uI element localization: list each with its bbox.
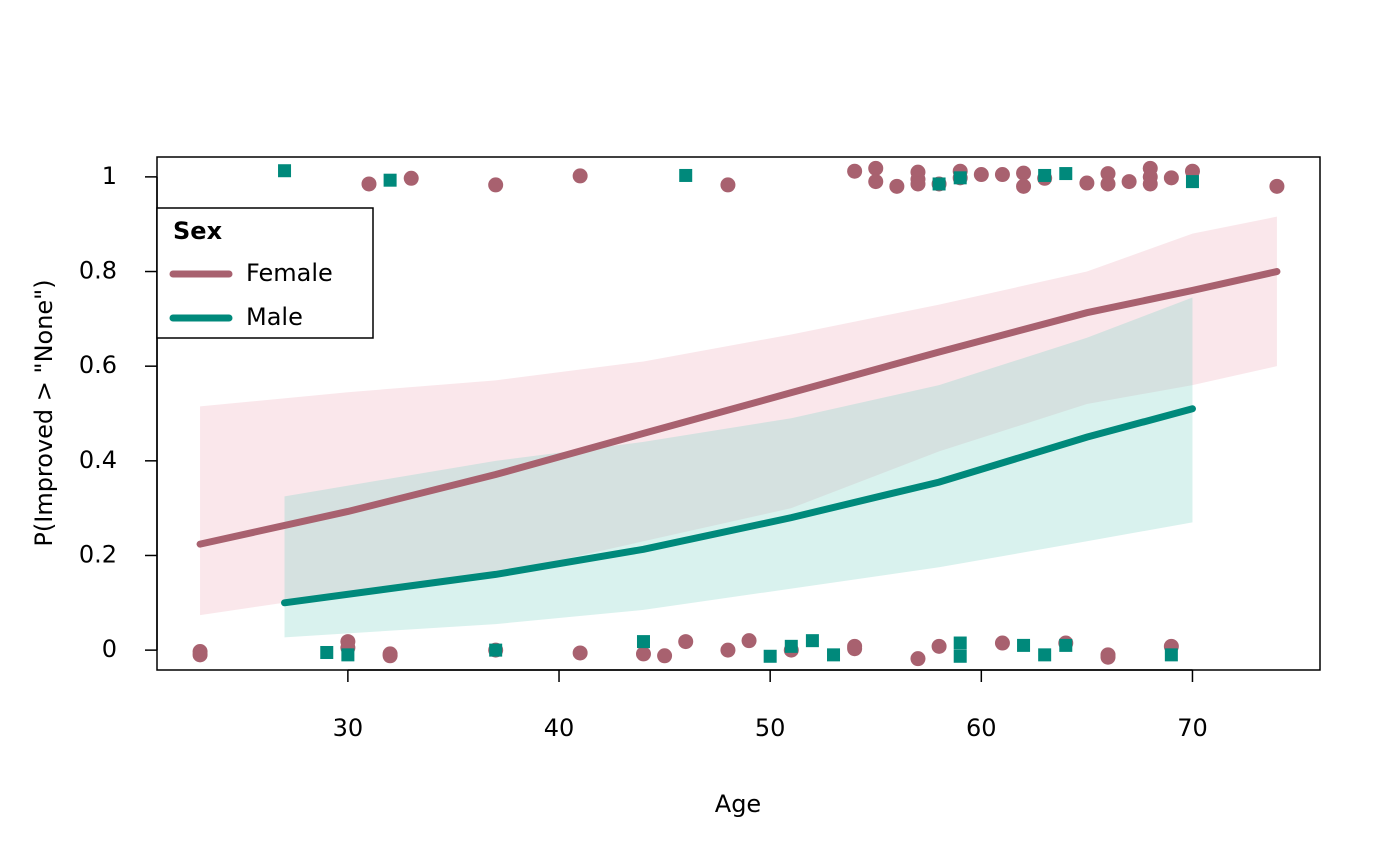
data-point — [1100, 166, 1116, 182]
data-point — [403, 170, 419, 186]
data-point — [953, 171, 967, 185]
x-tick-label: 30 — [333, 714, 364, 742]
data-point — [1059, 638, 1073, 652]
data-point — [361, 176, 377, 192]
y-tick-label: 0.8 — [79, 257, 117, 285]
data-point — [1016, 165, 1032, 181]
data-point — [1164, 648, 1178, 662]
data-point — [192, 647, 208, 663]
fit-line — [196, 268, 1281, 548]
data-point — [278, 164, 292, 178]
data-point — [1163, 170, 1179, 186]
data-point — [868, 174, 884, 190]
data-point — [572, 645, 588, 661]
y-axis-label: P(Improved > "None") — [30, 279, 58, 546]
data-point — [784, 639, 798, 653]
data-point — [1184, 163, 1200, 179]
data-point — [657, 648, 673, 664]
data-point — [1269, 178, 1285, 194]
data-point — [847, 163, 863, 179]
data-point — [1100, 176, 1116, 192]
data-point — [341, 648, 355, 662]
data-point — [953, 636, 967, 650]
data-point — [1100, 649, 1116, 665]
legend: Sex Female Male — [156, 207, 374, 339]
data-point — [489, 643, 503, 657]
x-tick-label: 50 — [755, 714, 786, 742]
y-tick-label: 0.4 — [79, 446, 117, 474]
data-point — [910, 651, 926, 667]
legend-label: Male — [246, 303, 303, 331]
fit-line — [281, 405, 1196, 607]
data-point — [679, 168, 693, 182]
data-point — [720, 177, 736, 193]
data-point — [382, 648, 398, 664]
legend-title: Sex — [173, 217, 223, 245]
data-point — [973, 167, 989, 183]
x-axis-label: Age — [715, 790, 761, 818]
data-point — [889, 178, 905, 194]
y-tick-label: 1 — [102, 162, 117, 190]
data-point — [868, 160, 884, 176]
data-point — [635, 646, 651, 662]
data-point — [1059, 167, 1073, 181]
data-point — [1038, 648, 1052, 662]
y-tick-label: 0.6 — [79, 351, 117, 379]
data-point — [488, 177, 504, 193]
data-point — [741, 633, 757, 649]
data-point — [994, 167, 1010, 183]
x-tick-label: 40 — [544, 714, 575, 742]
x-tick-label: 60 — [966, 714, 997, 742]
data-point — [1121, 174, 1137, 190]
data-point — [1016, 178, 1032, 194]
data-point — [1079, 175, 1095, 191]
data-point — [320, 645, 334, 659]
data-point — [847, 641, 863, 657]
data-point — [827, 648, 841, 662]
x-tick-label: 70 — [1177, 714, 1208, 742]
data-point — [720, 642, 736, 658]
data-point — [1038, 168, 1052, 182]
confidence-band — [200, 216, 1277, 616]
y-tick-label: 0.2 — [79, 540, 117, 568]
data-point — [383, 173, 397, 187]
data-point — [932, 177, 946, 191]
data-point — [572, 168, 588, 184]
data-point — [1185, 175, 1199, 189]
data-point — [953, 649, 967, 663]
data-point — [1017, 638, 1031, 652]
data-point — [910, 176, 926, 192]
data-point — [763, 649, 777, 663]
data-point — [678, 634, 694, 650]
confidence-band — [284, 297, 1193, 638]
legend-label: Female — [246, 259, 333, 287]
data-point — [805, 634, 819, 648]
data-point — [636, 635, 650, 649]
data-point — [931, 638, 947, 654]
data-point — [1142, 176, 1158, 192]
data-point — [994, 635, 1010, 651]
y-tick-label: 0 — [102, 635, 117, 663]
